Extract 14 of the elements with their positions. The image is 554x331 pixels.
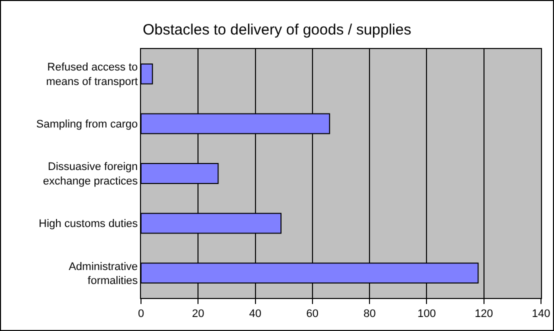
x-tick-label: 100 <box>418 308 436 320</box>
x-tick-label: 0 <box>138 308 144 320</box>
x-tick-label: 20 <box>192 308 204 320</box>
y-tick-label: Administrative formalities <box>68 260 138 288</box>
y-tick-label: High customs duties <box>38 218 138 230</box>
y-tick-label: Dissuasive foreign exchange practices <box>43 161 138 188</box>
x-tick-label: 40 <box>249 308 262 320</box>
x-tick-label: 140 <box>532 308 550 320</box>
y-tick-label: Sampling from cargo <box>36 118 138 131</box>
y-tick-label: Refused access to means of transport <box>46 62 138 88</box>
x-tick-label: 60 <box>306 308 319 320</box>
chart-title: Obstacles to delivery of goods / supplies <box>142 22 412 39</box>
x-tick-label: 120 <box>474 308 494 320</box>
x-tick-label: 80 <box>363 308 376 320</box>
